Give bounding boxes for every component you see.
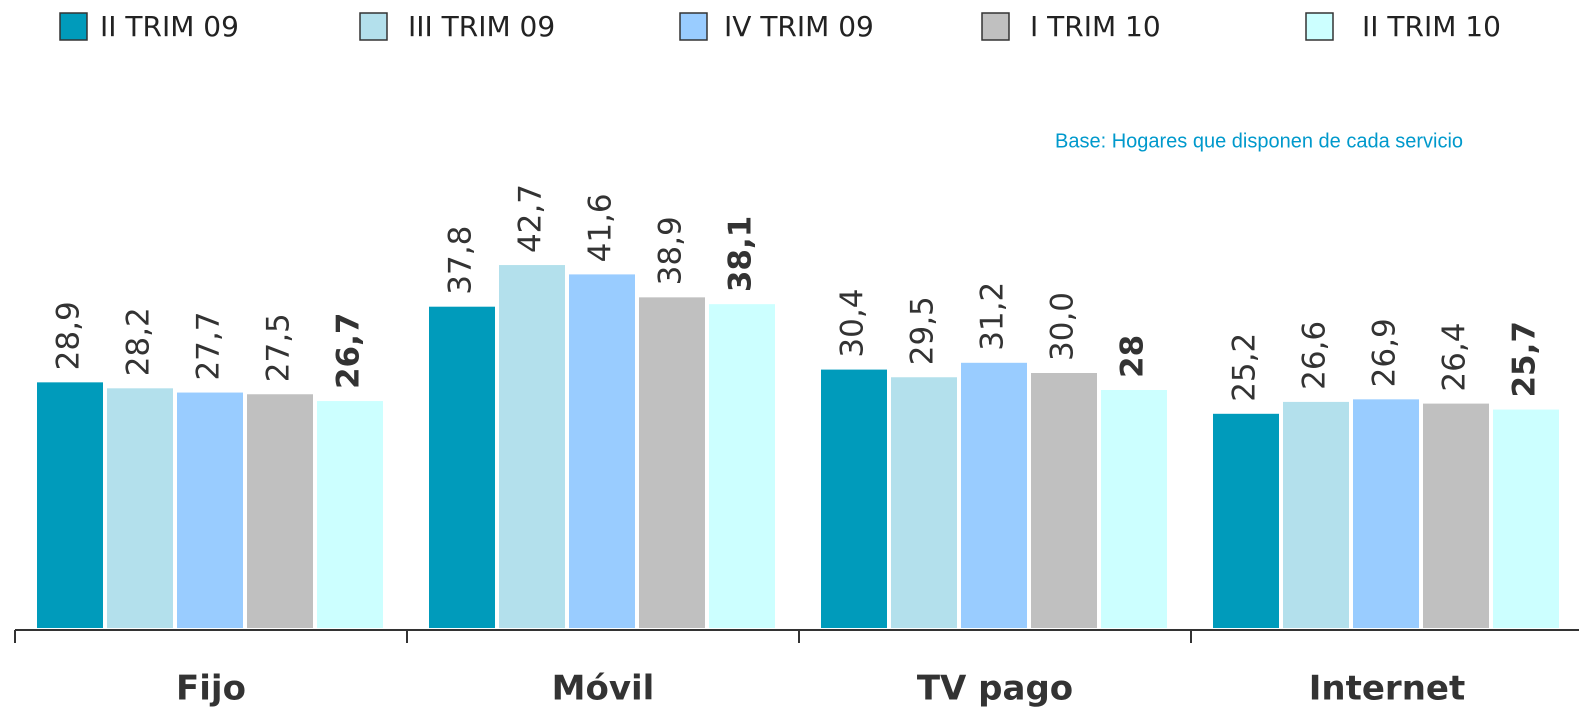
bar — [499, 265, 565, 628]
legend-label: II TRIM 10 — [1362, 10, 1501, 43]
bar — [639, 297, 705, 628]
value-label: 26,9 — [1367, 318, 1403, 387]
value-label: 41,6 — [583, 193, 619, 262]
bar — [1423, 403, 1489, 628]
value-label: 26,4 — [1437, 323, 1473, 392]
value-label: 28 — [1115, 335, 1151, 378]
bar — [1283, 401, 1349, 628]
bar — [1101, 390, 1167, 628]
legend-swatch — [359, 12, 388, 41]
legend-swatch — [1305, 12, 1334, 41]
x-tick-label: Fijo — [176, 669, 246, 709]
bar — [961, 362, 1027, 628]
bar — [891, 377, 957, 628]
legend-label: III TRIM 09 — [408, 10, 555, 43]
bar — [429, 306, 495, 628]
bar — [709, 304, 775, 628]
value-label: 38,9 — [653, 216, 689, 285]
bar — [1031, 373, 1097, 628]
bar — [247, 394, 313, 628]
bar — [821, 369, 887, 628]
value-label: 27,7 — [191, 312, 227, 381]
note: Base: Hogares que disponen de cada servi… — [1055, 130, 1463, 152]
value-label: 26,6 — [1297, 321, 1333, 390]
value-label: 26,7 — [331, 313, 367, 390]
value-label: 29,5 — [905, 296, 941, 365]
bar — [1353, 399, 1419, 628]
value-label: 42,7 — [513, 184, 549, 253]
bar — [177, 392, 243, 628]
legend-swatch — [679, 12, 708, 41]
x-tick-label: Internet — [1309, 669, 1465, 709]
value-label: 37,8 — [443, 226, 479, 295]
legend-swatch — [59, 12, 88, 41]
legend-swatch — [981, 12, 1010, 41]
legend-label: I TRIM 10 — [1030, 10, 1161, 43]
bar — [1493, 409, 1559, 628]
value-label: 28,9 — [51, 301, 87, 370]
value-label: 28,2 — [121, 307, 157, 376]
value-label: 31,2 — [975, 282, 1011, 351]
value-label: 25,2 — [1227, 333, 1263, 402]
bar — [107, 388, 173, 628]
bar — [1213, 413, 1279, 628]
bar — [317, 401, 383, 628]
value-label: 25,7 — [1507, 321, 1543, 398]
value-label: 30,0 — [1045, 292, 1081, 361]
bar — [37, 382, 103, 628]
bar — [569, 274, 635, 628]
legend-label: II TRIM 09 — [100, 10, 239, 43]
value-label: 27,5 — [261, 313, 297, 382]
value-label: 30,4 — [835, 289, 871, 358]
x-tick-label: TV pago — [917, 669, 1073, 709]
x-tick-label: Móvil — [552, 669, 655, 709]
legend-label: IV TRIM 09 — [724, 10, 874, 43]
value-label: 38,1 — [723, 216, 759, 293]
